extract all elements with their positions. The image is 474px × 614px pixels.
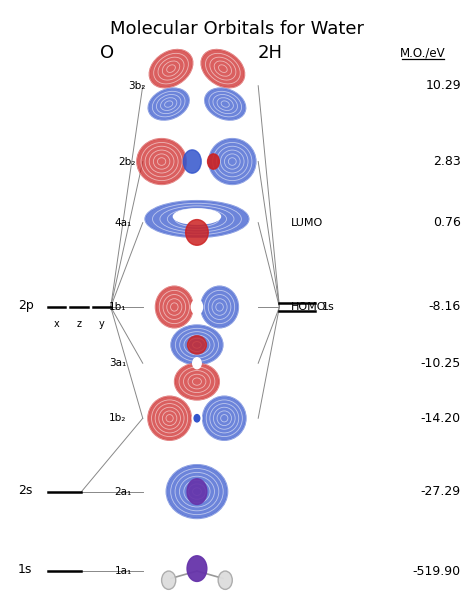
Ellipse shape	[193, 358, 201, 369]
Text: LUMO: LUMO	[291, 217, 323, 228]
Text: 4a₁: 4a₁	[115, 217, 132, 228]
Text: M.O./eV: M.O./eV	[401, 47, 446, 60]
Ellipse shape	[187, 556, 207, 581]
Text: -14.20: -14.20	[421, 412, 461, 425]
Text: -8.16: -8.16	[428, 300, 461, 314]
Text: 2.83: 2.83	[433, 155, 461, 168]
Ellipse shape	[194, 303, 200, 311]
Text: O: O	[100, 44, 115, 63]
Text: 1b₁: 1b₁	[109, 302, 127, 312]
Text: 3b₂: 3b₂	[128, 80, 146, 91]
Ellipse shape	[174, 363, 219, 400]
Ellipse shape	[208, 154, 219, 169]
Text: 2b₂: 2b₂	[118, 157, 136, 166]
Ellipse shape	[149, 50, 193, 88]
Text: z: z	[77, 319, 82, 329]
Ellipse shape	[187, 479, 207, 505]
Text: 10.29: 10.29	[425, 79, 461, 92]
Text: 2a₁: 2a₁	[115, 486, 132, 497]
Ellipse shape	[192, 412, 201, 424]
Ellipse shape	[205, 88, 246, 120]
Text: HOMO: HOMO	[291, 302, 327, 312]
Ellipse shape	[137, 139, 186, 184]
Ellipse shape	[183, 150, 201, 173]
Ellipse shape	[201, 50, 245, 88]
Text: 1a₁: 1a₁	[115, 566, 132, 576]
Ellipse shape	[194, 414, 200, 422]
Ellipse shape	[201, 286, 238, 328]
Ellipse shape	[155, 286, 193, 328]
Text: y: y	[99, 319, 105, 329]
Text: 2s: 2s	[18, 484, 32, 497]
Ellipse shape	[202, 396, 246, 440]
Ellipse shape	[209, 139, 256, 184]
Ellipse shape	[173, 209, 220, 224]
Ellipse shape	[218, 571, 232, 589]
Text: 2p: 2p	[18, 299, 34, 313]
Ellipse shape	[148, 88, 189, 120]
Ellipse shape	[148, 396, 191, 440]
Ellipse shape	[186, 220, 208, 245]
Text: Molecular Orbitals for Water: Molecular Orbitals for Water	[110, 20, 364, 37]
Text: 3a₁: 3a₁	[109, 358, 126, 368]
Text: 1s: 1s	[18, 563, 32, 577]
Text: 1b₂: 1b₂	[109, 413, 126, 423]
Text: 2H: 2H	[257, 44, 283, 63]
Text: -10.25: -10.25	[420, 357, 461, 370]
Text: -27.29: -27.29	[421, 485, 461, 498]
Ellipse shape	[145, 201, 249, 238]
Ellipse shape	[191, 300, 202, 314]
Ellipse shape	[162, 571, 176, 589]
Text: x: x	[54, 319, 59, 329]
Ellipse shape	[171, 325, 223, 365]
Text: -519.90: -519.90	[413, 564, 461, 578]
Text: 0.76: 0.76	[433, 216, 461, 229]
Ellipse shape	[188, 336, 206, 354]
Ellipse shape	[166, 465, 228, 518]
Text: 1s: 1s	[322, 302, 335, 312]
